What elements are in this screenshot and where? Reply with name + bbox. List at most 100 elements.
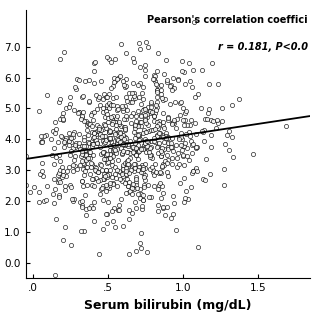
Point	[156, 150, 161, 155]
Point	[116, 203, 121, 208]
Point	[114, 108, 119, 113]
Point	[159, 149, 164, 154]
Point	[106, 129, 111, 134]
Point	[103, 114, 108, 119]
Point	[73, 153, 78, 158]
Point	[195, 244, 200, 249]
Point	[154, 134, 159, 139]
Point	[120, 142, 125, 148]
Point	[152, 126, 157, 131]
Point	[89, 160, 94, 165]
Point	[101, 183, 106, 188]
Point	[152, 74, 157, 79]
Point	[126, 207, 131, 212]
Point	[93, 140, 98, 145]
Point	[139, 120, 144, 125]
Point	[137, 137, 142, 142]
Point	[122, 142, 127, 147]
Point	[105, 212, 110, 217]
Point	[160, 96, 165, 101]
Point	[52, 187, 58, 192]
Point	[93, 131, 99, 136]
Point	[156, 182, 161, 188]
Point	[155, 143, 160, 148]
Point	[143, 141, 148, 146]
Point	[115, 103, 120, 108]
Point	[155, 105, 160, 110]
Point	[103, 157, 108, 162]
Point	[89, 112, 94, 117]
Point	[92, 200, 97, 205]
Point	[39, 160, 44, 165]
Point	[103, 189, 108, 194]
Point	[121, 132, 126, 137]
Point	[161, 110, 166, 115]
Point	[77, 162, 83, 167]
Point	[133, 206, 138, 211]
Point	[154, 82, 159, 87]
Point	[88, 150, 93, 155]
Point	[63, 106, 68, 111]
Point	[142, 115, 147, 120]
Point	[158, 83, 164, 88]
Point	[120, 152, 125, 157]
Point	[180, 118, 186, 123]
Point	[193, 95, 198, 100]
Point	[103, 122, 108, 127]
Point	[71, 157, 76, 162]
Point	[208, 132, 213, 137]
Point	[106, 199, 111, 204]
Point	[87, 153, 92, 158]
Point	[79, 143, 84, 148]
Point	[226, 148, 231, 153]
Point	[79, 152, 84, 157]
Point	[97, 135, 102, 140]
Point	[91, 218, 96, 223]
Point	[142, 73, 148, 78]
Point	[100, 186, 105, 191]
Point	[92, 109, 97, 115]
Point	[169, 122, 174, 127]
Point	[139, 146, 144, 151]
Point	[158, 169, 163, 174]
Point	[180, 68, 185, 73]
Point	[104, 138, 109, 143]
Point	[89, 141, 94, 147]
Point	[139, 246, 144, 251]
Point	[100, 126, 106, 131]
Point	[124, 84, 129, 89]
Text: r = 0.181, P<0.0: r = 0.181, P<0.0	[218, 42, 308, 52]
Point	[160, 123, 165, 128]
Point	[123, 143, 128, 148]
Point	[103, 152, 108, 157]
Point	[98, 177, 103, 182]
Point	[106, 56, 111, 61]
Point	[108, 144, 114, 149]
Point	[40, 169, 45, 174]
Point	[204, 116, 209, 122]
Point	[161, 71, 166, 76]
Point	[80, 93, 85, 98]
Point	[98, 144, 103, 149]
Point	[149, 100, 154, 105]
Point	[75, 111, 80, 116]
Point	[80, 148, 85, 153]
Point	[139, 207, 144, 212]
Point	[84, 151, 89, 156]
Point	[106, 172, 111, 177]
Point	[111, 180, 116, 185]
Point	[106, 119, 111, 124]
Point	[99, 133, 104, 138]
Point	[92, 183, 97, 188]
Point	[140, 130, 146, 135]
Point	[58, 96, 63, 101]
Point	[70, 162, 76, 167]
Point	[74, 86, 79, 91]
Point	[121, 108, 126, 114]
Point	[182, 140, 187, 145]
Point	[124, 99, 129, 104]
Point	[199, 68, 204, 73]
Point	[75, 77, 80, 82]
Point	[159, 132, 164, 138]
Point	[152, 161, 157, 166]
